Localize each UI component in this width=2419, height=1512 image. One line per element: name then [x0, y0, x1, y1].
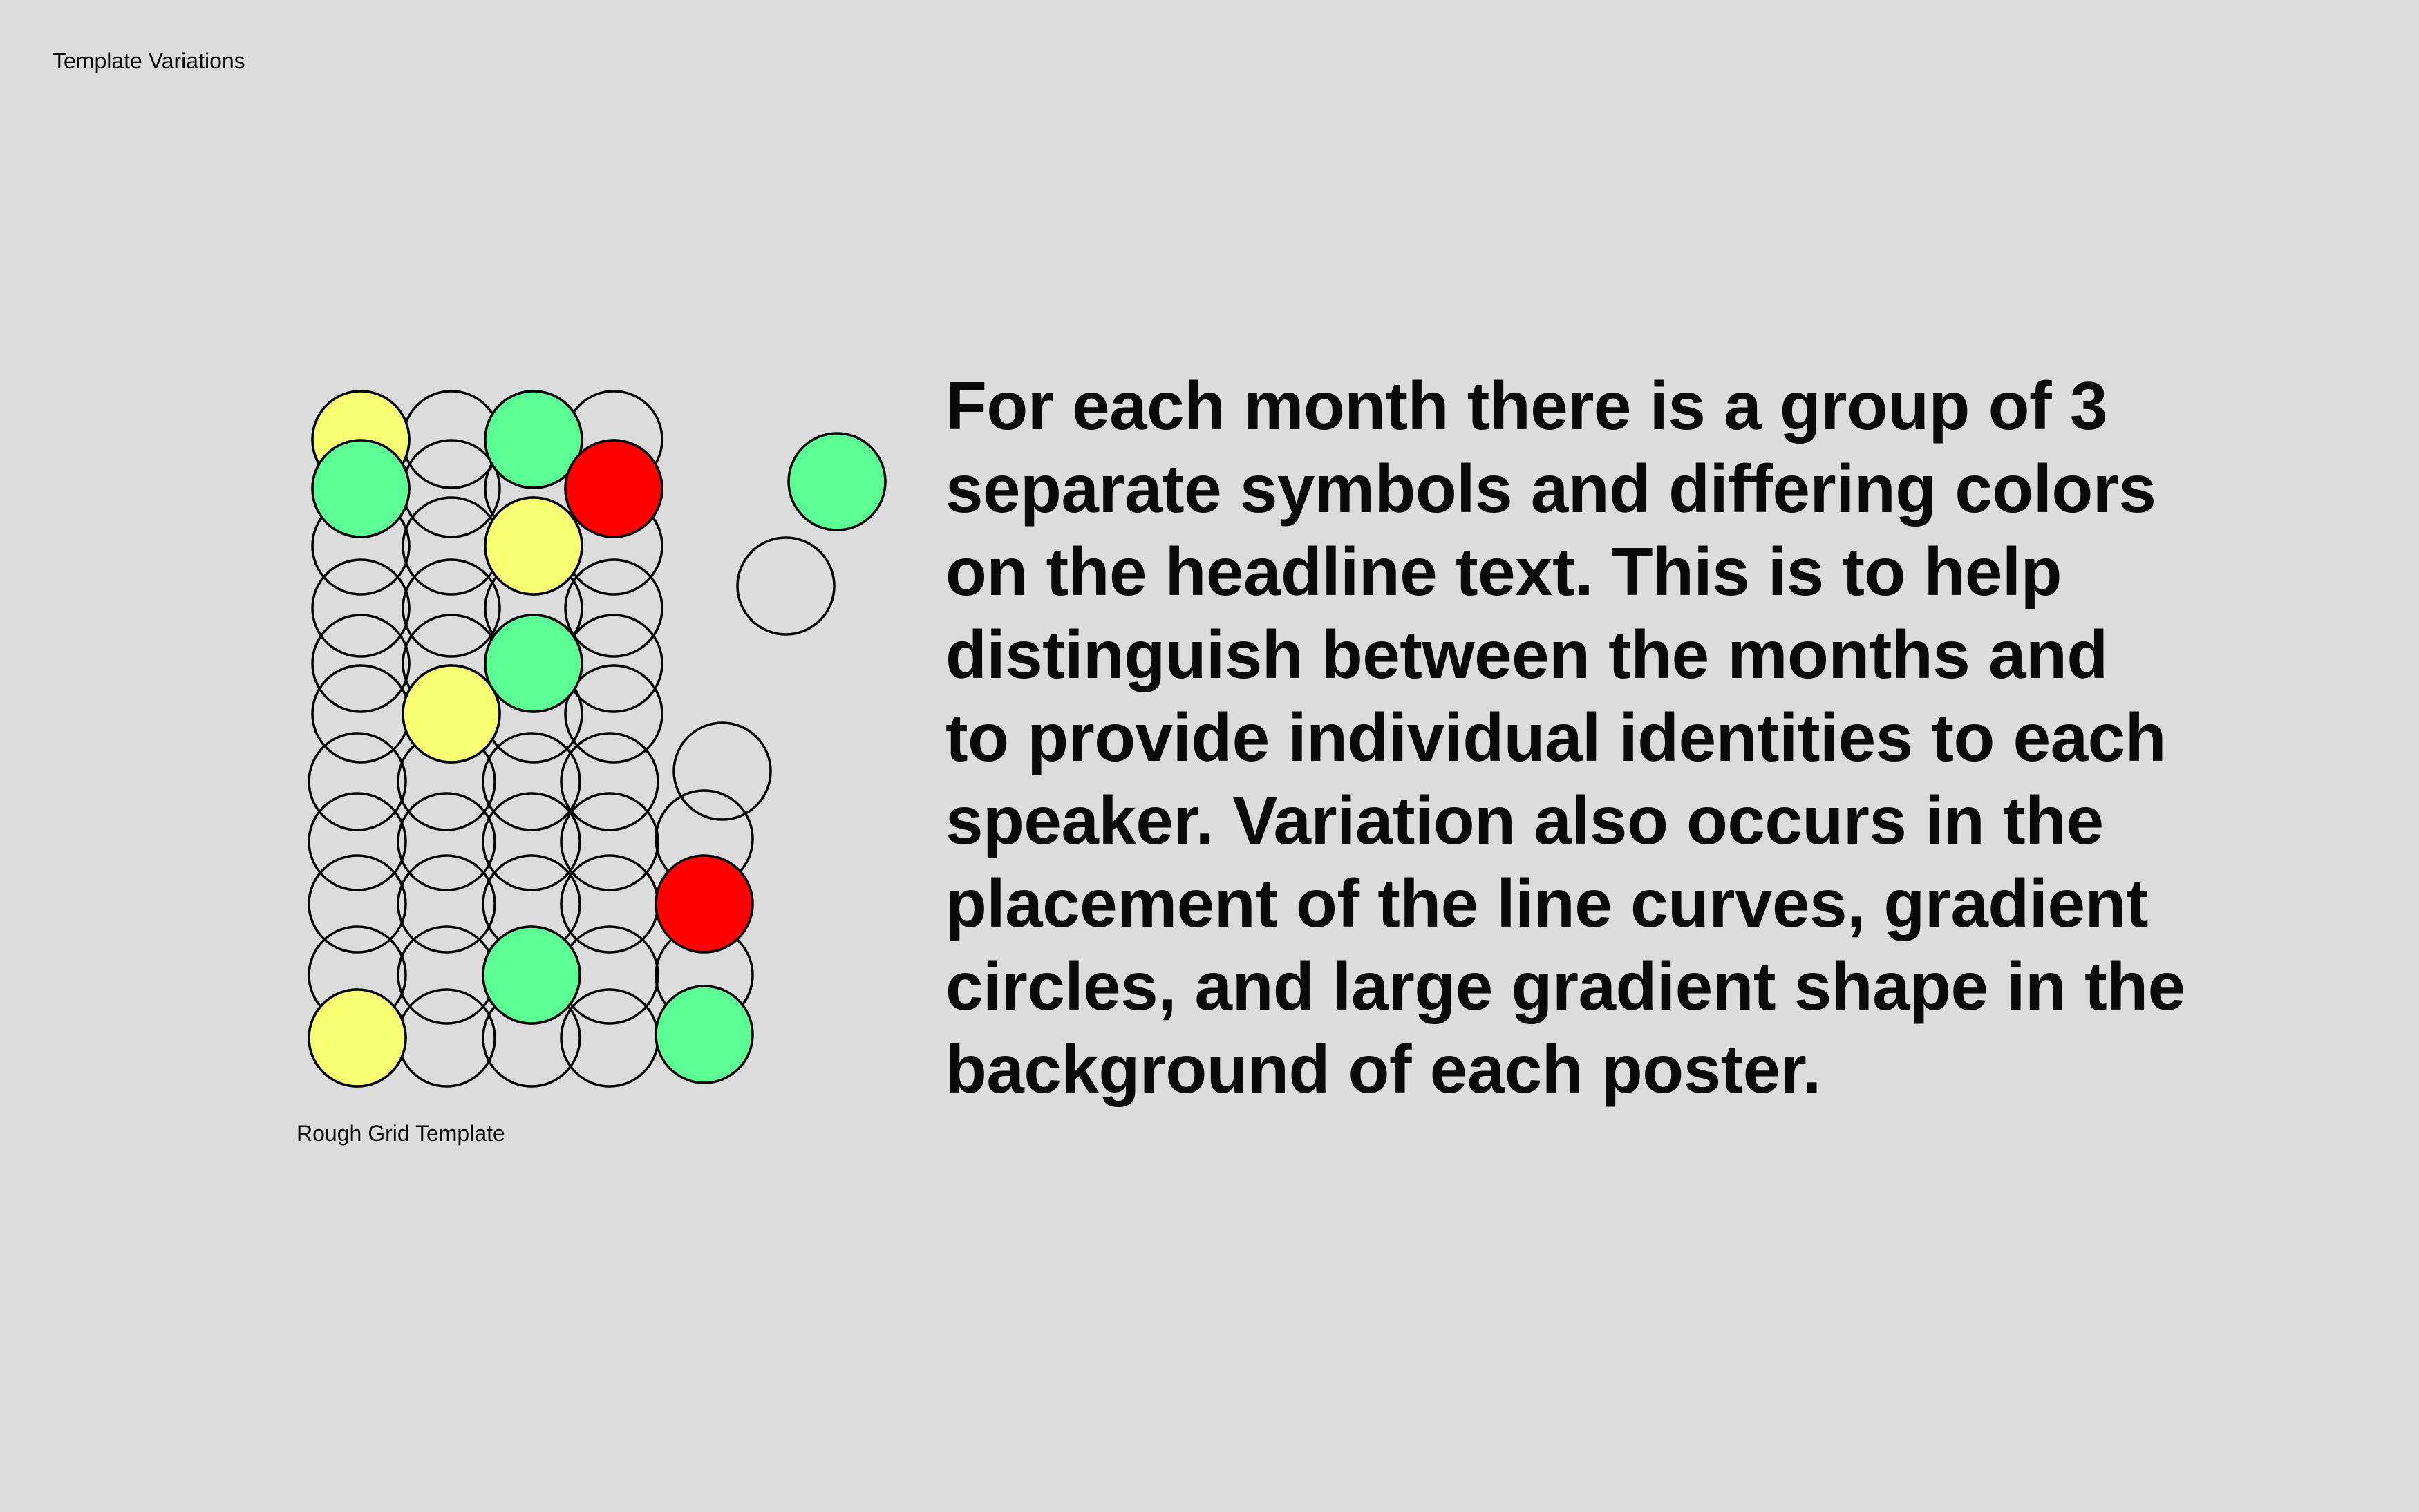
outline-circle: [560, 988, 659, 1088]
green-circle: [482, 925, 581, 1025]
green-circle: [484, 390, 583, 489]
green-circle: [787, 432, 887, 531]
red-circle: [655, 854, 754, 954]
outline-circle: [672, 721, 772, 821]
filled-circles: [308, 390, 887, 1088]
outline-circle: [397, 988, 496, 1088]
description-line: For each month there is a group of 3: [945, 368, 2107, 444]
outline-circle: [560, 792, 659, 891]
description-line: background of each poster.: [945, 1031, 1821, 1107]
description-line: on the headline text. This is to help: [945, 533, 2062, 609]
description-line: to provide individual identities to each: [945, 699, 2167, 775]
green-circle: [311, 439, 411, 538]
description-line: circles, and large gradient shape in the: [945, 948, 2185, 1024]
outline-circle: [402, 558, 501, 658]
outline-circle: [311, 664, 411, 764]
green-circle: [655, 985, 754, 1084]
red-circle: [564, 439, 663, 538]
outline-circle: [397, 792, 496, 891]
figure-caption: Rough Grid Template: [297, 1121, 505, 1146]
outline-circle: [311, 558, 411, 658]
outline-circle: [311, 614, 411, 713]
green-circle: [484, 614, 583, 713]
outline-circle: [397, 854, 496, 954]
outline-circle: [308, 732, 407, 831]
description-line: placement of the line curves, gradient: [945, 865, 2149, 941]
outline-circle: [482, 732, 581, 831]
outline-circle: [482, 792, 581, 891]
outline-circle: [736, 536, 836, 636]
outline-circle: [560, 732, 659, 831]
yellow-circle: [484, 496, 583, 596]
outline-circle: [308, 854, 407, 954]
description-paragraph: For each month there is a group of 3 sep…: [945, 364, 2314, 1111]
outline-circle: [564, 664, 663, 764]
description-line: separate symbols and differing colors: [945, 451, 2156, 527]
yellow-circle: [402, 664, 501, 764]
page-label: Template Variations: [53, 48, 245, 73]
description-line: distinguish between the months and: [945, 616, 2108, 692]
outline-circle: [560, 854, 659, 954]
yellow-circle: [308, 988, 407, 1088]
outline-circle: [564, 558, 663, 658]
description-line: speaker. Variation also occurs in the: [945, 782, 2104, 858]
outline-circle: [397, 925, 496, 1025]
outline-circle: [308, 792, 407, 891]
